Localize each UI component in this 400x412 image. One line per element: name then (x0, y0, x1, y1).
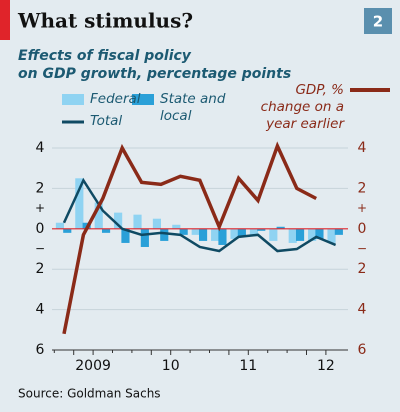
y2-tick-label: 2 (358, 261, 367, 277)
sign-label: − (35, 242, 45, 256)
bar (334, 228, 343, 235)
bar (75, 178, 84, 229)
y-tick-label: 4 (36, 140, 45, 156)
legend-label: State and local (160, 91, 226, 124)
y-tick-label: 6 (36, 342, 45, 358)
y2-tick-label: 2 (358, 180, 367, 196)
y2-tick-label: 4 (358, 302, 367, 318)
x-tick-label: 12 (317, 358, 335, 374)
bar (94, 202, 103, 229)
sign-label: + (35, 201, 45, 215)
bar (327, 228, 336, 243)
y-tick-label: 4 (36, 302, 45, 318)
bar (211, 228, 220, 241)
subtitle: Effects of fiscal policy (18, 48, 192, 64)
legend-swatch (62, 94, 84, 105)
bar (160, 228, 169, 241)
subtitle: on GDP growth, percentage points (18, 66, 291, 82)
sign-label: − (357, 242, 367, 256)
y-tick-label: 2 (36, 180, 45, 196)
line (62, 141, 318, 335)
bar (237, 228, 246, 237)
legend-label: Federal (90, 91, 141, 107)
bar (152, 218, 161, 229)
chart-title: What stimulus? (17, 9, 193, 33)
bar (191, 228, 200, 235)
y-tick-label: 0 (36, 221, 45, 237)
bar (276, 226, 285, 229)
y2-tick-label: 4 (358, 140, 367, 156)
x-tick-label: 10 (162, 358, 180, 374)
sign-label: + (357, 201, 367, 215)
bar (172, 224, 181, 229)
badge: 2 (373, 13, 383, 31)
bar (269, 228, 278, 241)
legend-swatch (132, 94, 154, 105)
bar (230, 228, 239, 239)
bar (63, 228, 72, 233)
bar (140, 228, 149, 247)
x-tick-label: 11 (239, 358, 257, 374)
bar (218, 228, 227, 245)
source: Source: Goldman Sachs (18, 387, 161, 401)
bar (101, 228, 111, 233)
badge-box (364, 8, 392, 34)
x-tick-label: 2009 (75, 358, 111, 374)
bar (198, 228, 208, 241)
line (62, 177, 337, 253)
legend-label: Total (90, 113, 123, 129)
bar (249, 228, 258, 235)
y-tick-label: 2 (36, 261, 45, 277)
bar (308, 228, 317, 241)
bar (114, 212, 123, 229)
red-tab (0, 0, 10, 40)
y2-tick-label: 6 (358, 342, 367, 358)
bar (257, 228, 266, 231)
bar (315, 228, 324, 239)
bar (133, 214, 142, 229)
bar (121, 228, 130, 243)
bar (55, 222, 64, 229)
bar (288, 228, 297, 243)
bar (295, 228, 305, 241)
bar (179, 228, 188, 235)
y2-tick-label: 0 (358, 221, 367, 237)
legend-label: GDP, % change on a year earlier (260, 82, 344, 132)
